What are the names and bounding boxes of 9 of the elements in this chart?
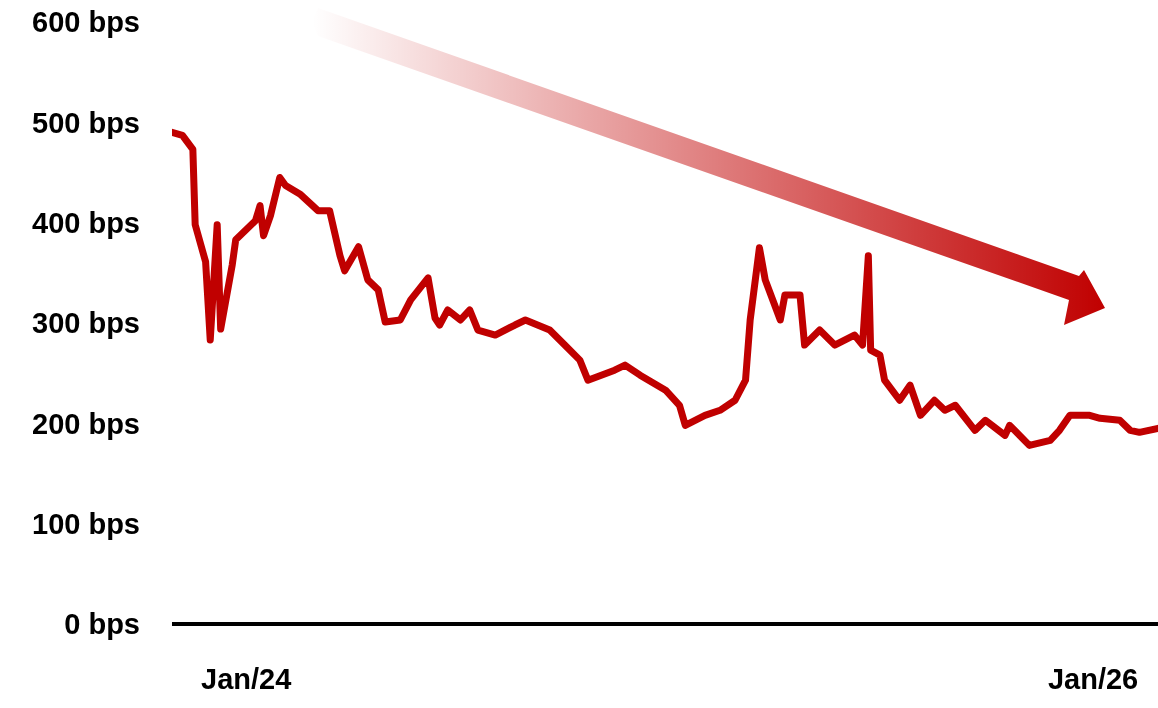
y-tick-label: 600 bps — [32, 6, 140, 39]
x-tick-label: Jan/26 — [1047, 662, 1139, 695]
y-tick-label: 300 bps — [32, 307, 140, 340]
y-tick-label: 0 bps — [64, 608, 140, 641]
y-tick-label: 100 bps — [32, 507, 140, 540]
x-tick-label: Jan/24 — [201, 662, 292, 695]
y-tick-label: 400 bps — [32, 206, 140, 239]
y-tick-label: 500 bps — [32, 106, 140, 139]
y-tick-label: 200 bps — [32, 407, 140, 440]
